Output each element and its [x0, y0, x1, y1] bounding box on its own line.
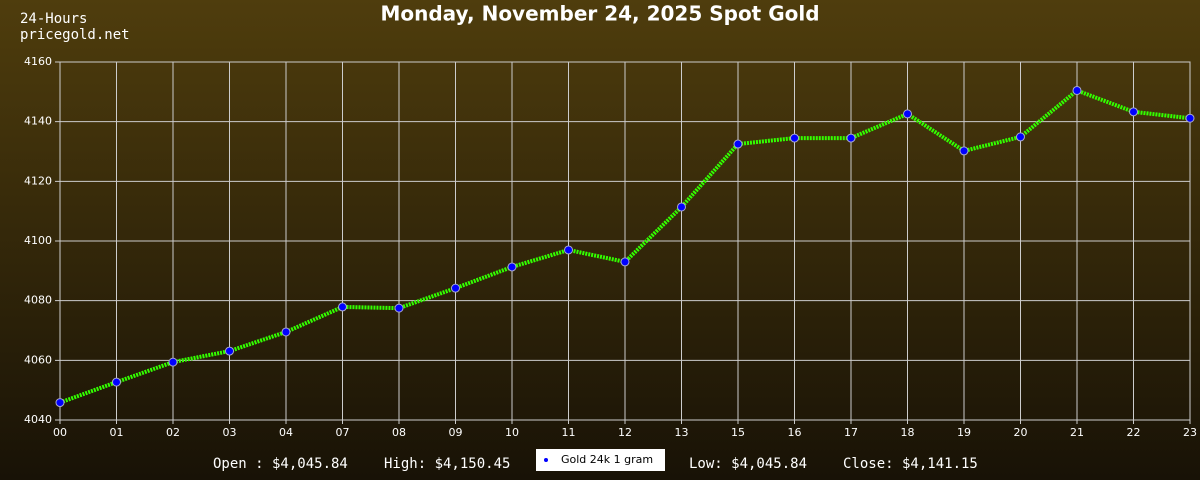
- chart-title: Monday, November 24, 2025 Spot Gold: [380, 2, 819, 26]
- x-tick-label: 00: [53, 426, 67, 439]
- data-point: [168, 357, 178, 367]
- x-tick-label: 07: [336, 426, 350, 439]
- y-tick-label: 4060: [24, 353, 52, 366]
- x-tick-label: 10: [505, 426, 519, 439]
- data-point: [55, 398, 65, 408]
- stat: Close: $4,141.15: [843, 456, 978, 472]
- site-label: 24-Hours: [20, 11, 87, 27]
- data-point: [677, 202, 686, 212]
- legend-label: Gold 24k 1 gram: [561, 453, 653, 466]
- x-tick-label: 18: [901, 426, 915, 439]
- data-point: [733, 139, 743, 149]
- data-point: [394, 303, 404, 313]
- y-tick-label: 4040: [24, 413, 52, 426]
- x-tick-label: 02: [166, 426, 180, 439]
- x-tick-label: 04: [279, 426, 293, 439]
- legend-marker: [544, 458, 548, 462]
- x-tick-label: 19: [957, 426, 971, 439]
- data-point: [338, 302, 347, 312]
- x-tick-label: 21: [1070, 426, 1084, 439]
- y-tick-label: 4080: [24, 294, 52, 307]
- x-tick-label: 11: [562, 426, 576, 439]
- data-point: [959, 146, 969, 156]
- x-tick-label: 16: [788, 426, 802, 439]
- data-point: [1016, 132, 1025, 142]
- data-point: [112, 377, 121, 387]
- stat: High: $4,150.45: [384, 456, 510, 472]
- y-tick-label: 4160: [24, 55, 52, 68]
- y-tick-label: 4140: [24, 115, 52, 128]
- data-point: [1072, 85, 1082, 95]
- data-point: [1185, 113, 1195, 123]
- data-point: [451, 283, 460, 293]
- x-tick-label: 17: [844, 426, 858, 439]
- data-point: [620, 257, 630, 267]
- site-label: pricegold.net: [20, 27, 130, 43]
- x-tick-label: 22: [1127, 426, 1141, 439]
- data-point: [507, 262, 517, 272]
- data-point: [564, 245, 573, 255]
- data-point: [846, 133, 856, 143]
- data-point: [903, 109, 912, 119]
- data-point: [281, 327, 291, 337]
- stat: Open : $4,045.84: [213, 456, 348, 472]
- y-tick-label: 4120: [24, 174, 52, 187]
- x-tick-label: 09: [449, 426, 463, 439]
- legend-box: [536, 449, 665, 471]
- x-tick-label: 12: [618, 426, 632, 439]
- x-tick-label: 13: [675, 426, 689, 439]
- x-tick-label: 23: [1183, 426, 1197, 439]
- x-tick-label: 03: [223, 426, 237, 439]
- x-tick-label: 20: [1014, 426, 1028, 439]
- x-tick-label: 15: [731, 426, 745, 439]
- data-point: [1129, 107, 1138, 117]
- y-tick-label: 4100: [24, 234, 52, 247]
- data-point: [790, 133, 799, 143]
- x-tick-label: 08: [392, 426, 406, 439]
- x-tick-label: 01: [110, 426, 124, 439]
- data-point: [225, 346, 234, 356]
- stat: Low: $4,045.84: [689, 456, 807, 472]
